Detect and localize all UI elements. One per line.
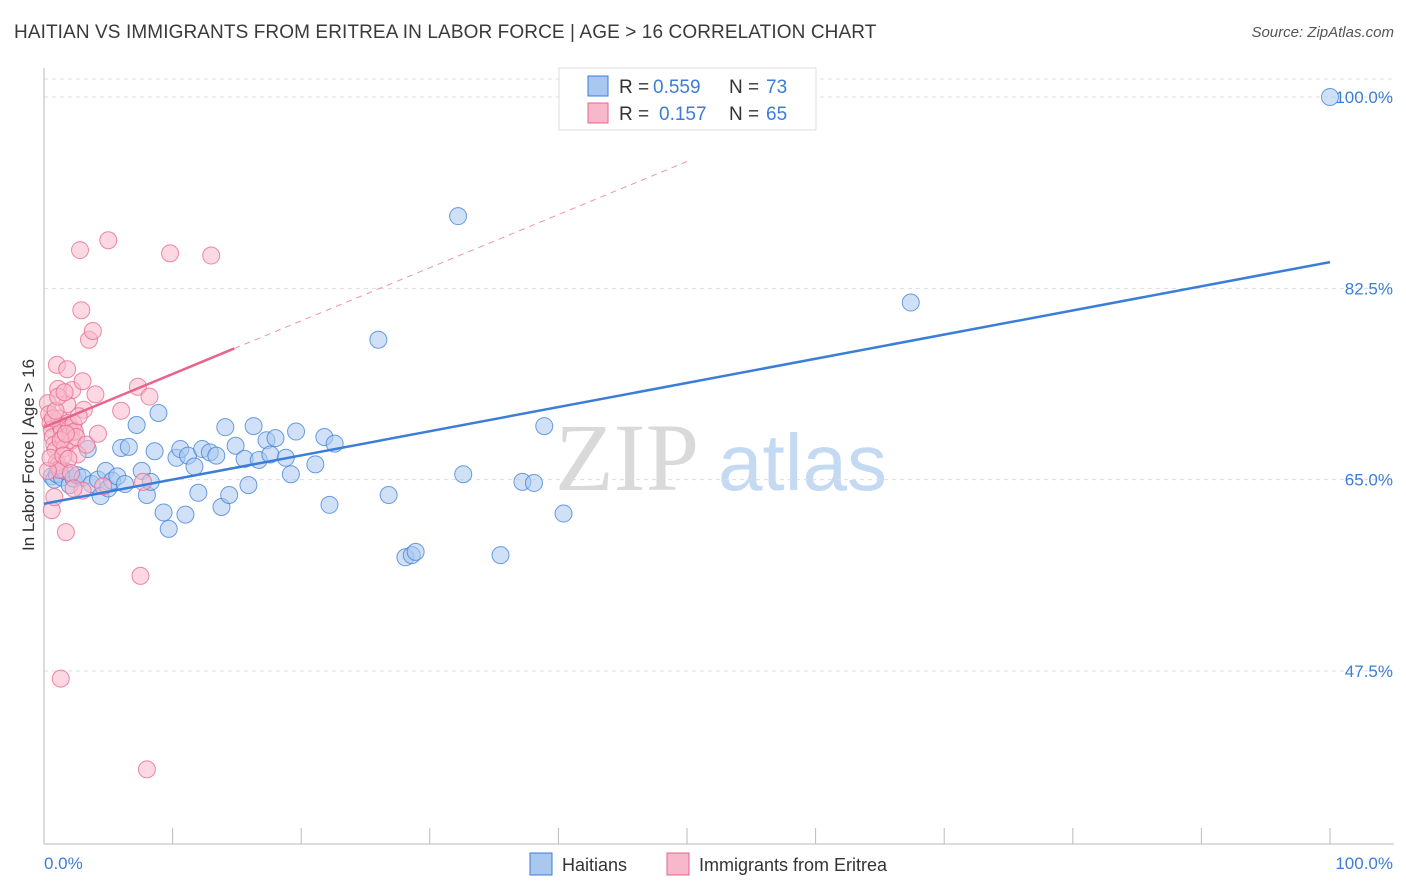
point-eritrea — [112, 401, 131, 420]
point-eritrea — [56, 523, 75, 542]
gridlines — [44, 78, 1394, 672]
point-haitians — [379, 485, 398, 504]
y-tick-label: 82.5% — [1345, 279, 1393, 298]
y-tick-labels: 47.5% 65.0% 82.5% 100.0% — [1335, 88, 1393, 681]
point-eritrea — [83, 321, 102, 340]
point-eritrea — [77, 435, 96, 454]
bottom-legend-swatch-eritrea — [666, 852, 690, 876]
legend-n-value-2: 65 — [766, 104, 787, 125]
point-eritrea — [62, 464, 81, 483]
point-eritrea — [64, 479, 83, 498]
point-haitians — [220, 485, 239, 504]
point-eritrea — [202, 246, 221, 265]
point-haitians — [239, 476, 258, 495]
point-eritrea — [161, 244, 180, 263]
point-eritrea — [58, 360, 77, 379]
point-haitians — [185, 457, 204, 476]
watermark-zip: ZIP — [555, 404, 699, 511]
point-eritrea — [134, 472, 153, 491]
point-haitians — [369, 330, 388, 349]
point-haitians — [306, 455, 325, 474]
point-haitians — [901, 293, 920, 312]
chart-source: Source: ZipAtlas.com — [1251, 24, 1394, 41]
point-eritrea — [56, 424, 75, 443]
legend-n-label-1: N = — [729, 77, 759, 98]
y-tick-label: 65.0% — [1345, 471, 1393, 490]
y-axis-label: In Labor Force | Age > 16 — [19, 359, 38, 551]
trend-line-eritrea-extension — [234, 161, 688, 349]
point-haitians — [535, 417, 554, 436]
point-eritrea — [131, 566, 150, 585]
chart-title: HAITIAN VS IMMIGRANTS FROM ERITREA IN LA… — [14, 22, 877, 43]
legend-swatch-blue — [587, 75, 609, 97]
point-eritrea — [140, 387, 159, 406]
point-haitians — [244, 417, 263, 436]
point-eritrea — [89, 424, 108, 443]
x-tick-label-min: 0.0% — [44, 854, 83, 873]
legend-swatch-pink — [587, 102, 609, 124]
point-haitians — [176, 505, 195, 524]
point-eritrea — [99, 231, 118, 250]
point-haitians — [449, 207, 468, 226]
legend-r-label-2: R = — [619, 104, 649, 125]
point-eritrea — [55, 383, 74, 402]
y-tick-label: 100.0% — [1335, 88, 1393, 107]
point-haitians — [149, 403, 168, 422]
bottom-legend-label-eritrea: Immigrants from Eritrea — [699, 855, 888, 875]
x-tick-label-max: 100.0% — [1335, 854, 1393, 873]
legend-n-label-2: N = — [729, 104, 759, 125]
x-axis-ticks — [172, 828, 1331, 844]
point-eritrea — [72, 301, 91, 320]
legend-r-value-2: 0.157 — [659, 104, 707, 125]
point-eritrea — [51, 669, 70, 688]
point-haitians — [281, 465, 300, 484]
point-haitians — [127, 416, 146, 434]
point-haitians — [406, 542, 425, 561]
point-haitians — [189, 483, 208, 502]
point-haitians — [524, 473, 543, 492]
stats-legend: R = 0.559 N = 73 R = 0.157 N = 65 — [558, 67, 817, 131]
point-haitians — [207, 446, 226, 465]
point-eritrea — [73, 372, 92, 391]
point-haitians — [320, 495, 339, 514]
trend-lines — [43, 161, 1331, 505]
point-haitians — [491, 546, 510, 565]
trend-line-eritrea — [43, 347, 235, 429]
point-haitians — [226, 436, 245, 455]
data-points — [38, 88, 1339, 779]
point-eritrea — [94, 477, 113, 496]
bottom-legend-swatch-haitians — [529, 852, 553, 876]
legend-r-value-1: 0.559 — [653, 77, 701, 98]
point-haitians — [154, 503, 173, 522]
point-eritrea — [86, 385, 105, 404]
point-haitians — [145, 442, 164, 461]
point-haitians — [287, 422, 306, 441]
trend-line-haitians — [43, 260, 1331, 505]
point-haitians — [554, 504, 573, 523]
y-tick-label: 47.5% — [1345, 662, 1393, 681]
point-eritrea — [71, 241, 90, 260]
legend-n-value-1: 73 — [766, 77, 787, 98]
point-haitians — [266, 429, 285, 448]
point-eritrea — [137, 760, 156, 779]
series-legend: Haitians Immigrants from Eritrea — [529, 852, 888, 876]
point-haitians — [454, 465, 473, 484]
legend-r-label-1: R = — [619, 77, 649, 98]
point-haitians — [159, 519, 178, 538]
point-haitians — [119, 437, 138, 456]
bottom-legend-label-haitians: Haitians — [562, 855, 627, 875]
point-haitians — [1321, 88, 1339, 106]
watermark-atlas: atlas — [718, 418, 887, 507]
point-haitians — [216, 418, 235, 437]
